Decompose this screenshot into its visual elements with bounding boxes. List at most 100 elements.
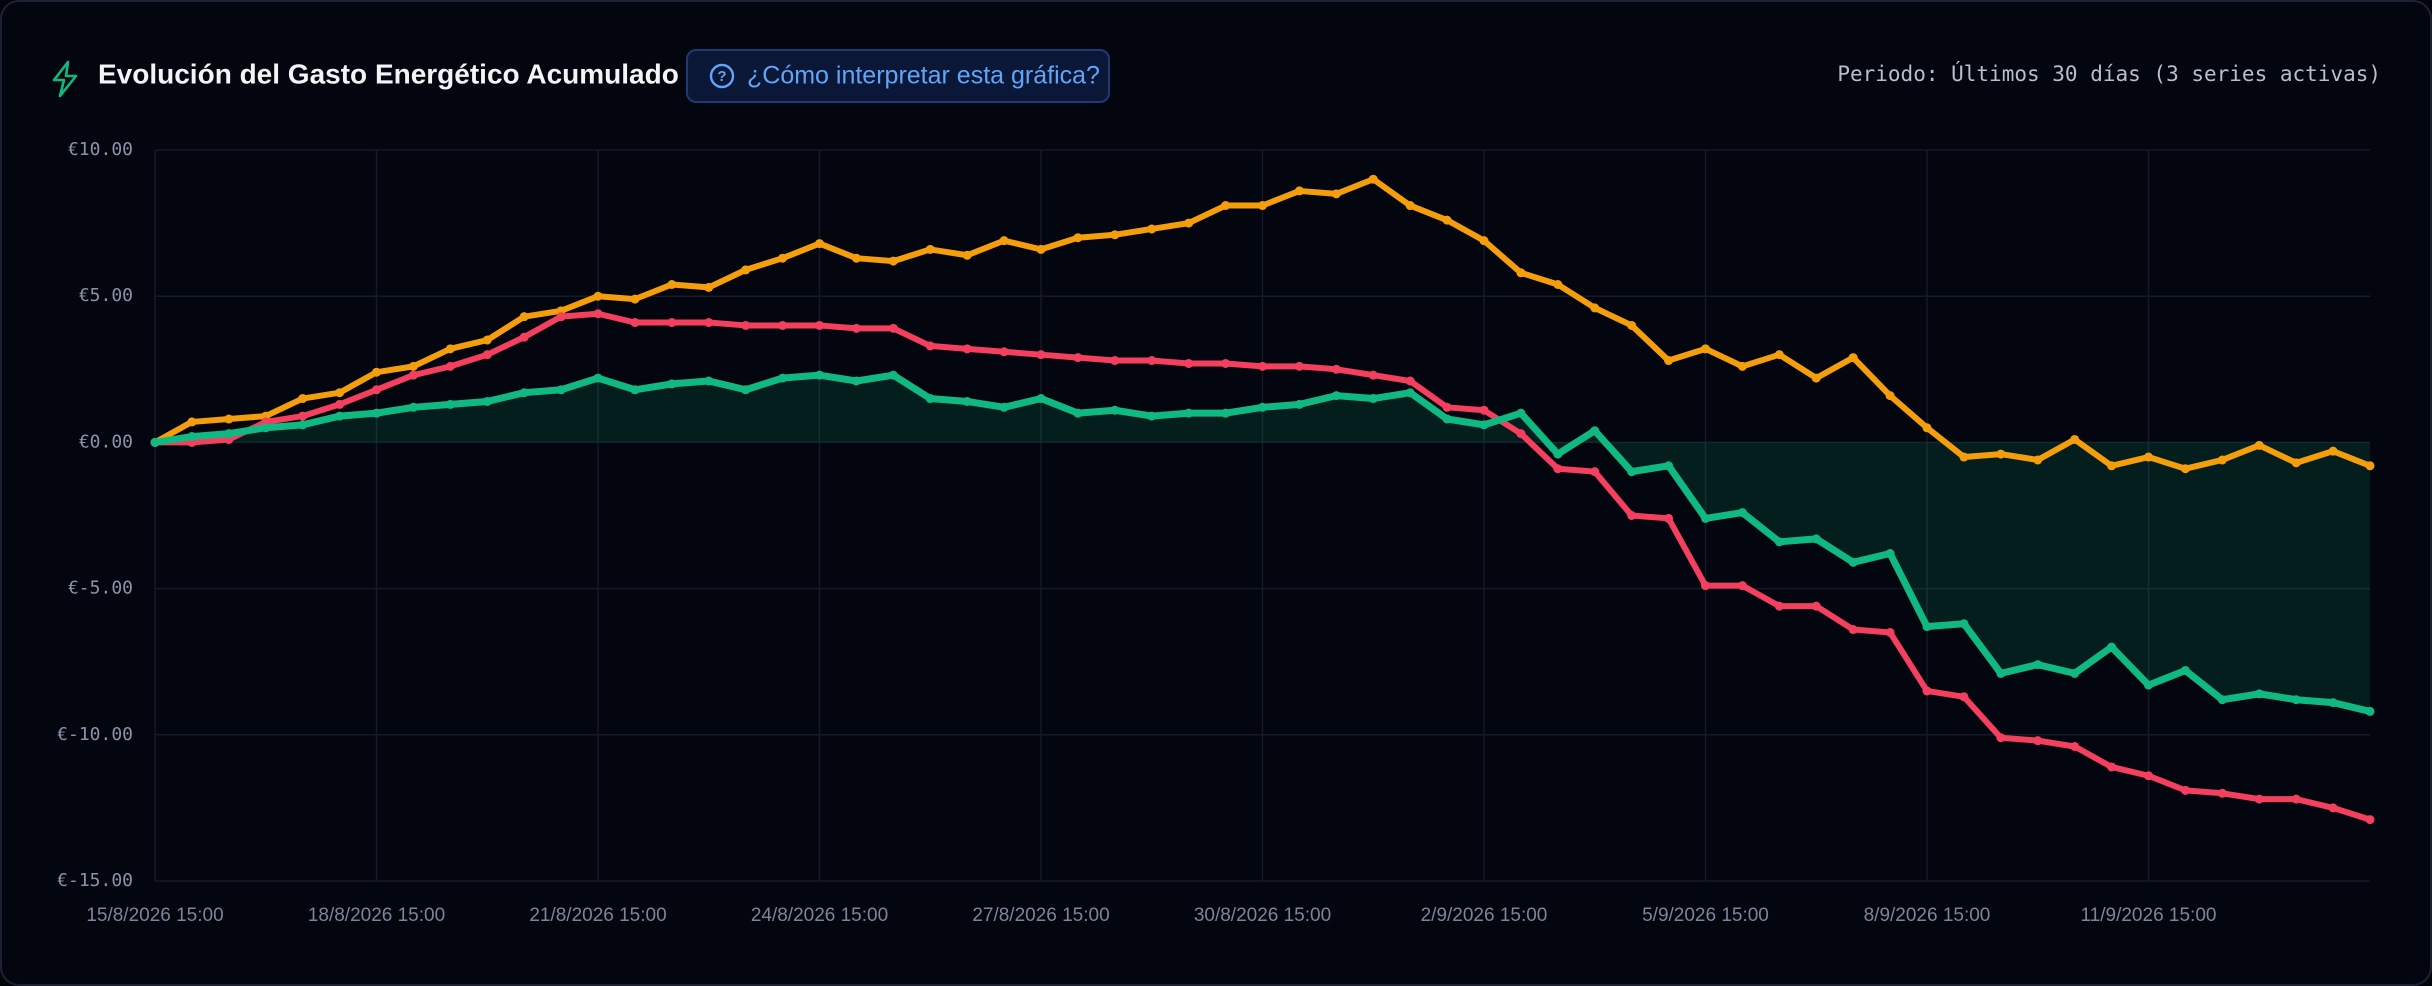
data-point: [1553, 464, 1563, 474]
data-point: [1110, 230, 1120, 240]
data-point: [445, 399, 455, 409]
data-point: [2328, 803, 2338, 813]
data-point: [482, 335, 492, 345]
chart-title: Evolución del Gasto Energético Acumulado: [98, 58, 679, 89]
data-point: [962, 344, 972, 354]
data-point: [1294, 399, 1304, 409]
data-point: [445, 344, 455, 354]
y-tick-label: €-5.00: [68, 578, 133, 599]
data-point: [1996, 668, 2006, 678]
data-point: [2217, 788, 2227, 798]
help-button-frame[interactable]: [686, 49, 1110, 103]
data-point: [1036, 350, 1046, 360]
data-point: [1811, 373, 1821, 383]
data-point: [1885, 391, 1895, 401]
data-point: [1737, 361, 1747, 371]
data-point: [1073, 353, 1083, 363]
help-icon[interactable]: [709, 63, 735, 89]
data-point: [1811, 534, 1821, 544]
data-point: [630, 385, 640, 395]
data-point: [1368, 394, 1378, 404]
data-point: [888, 323, 898, 333]
data-point: [1664, 513, 1674, 523]
data-point: [298, 420, 308, 430]
x-tick-label: 5/9/2026 15:00: [1642, 905, 1769, 926]
data-point: [519, 388, 529, 398]
data-point: [1405, 201, 1415, 211]
data-point: [1479, 420, 1489, 430]
data-point: [1221, 408, 1231, 418]
data-point: [962, 250, 972, 260]
data-point: [2365, 461, 2375, 471]
data-point: [2180, 785, 2190, 795]
data-point: [2180, 665, 2190, 675]
data-point: [482, 350, 492, 360]
bolt-icon: [52, 60, 78, 98]
data-point: [2328, 446, 2338, 456]
data-point: [593, 309, 603, 319]
data-point: [1442, 402, 1452, 412]
data-point: [298, 411, 308, 421]
data-point: [1922, 686, 1932, 696]
data-point: [2180, 464, 2190, 474]
data-point: [2254, 689, 2264, 699]
data-point: [593, 373, 603, 383]
data-point: [1627, 320, 1637, 330]
data-point: [1184, 358, 1194, 368]
data-point: [1996, 733, 2006, 743]
x-tick-label: 8/9/2026 15:00: [1864, 905, 1991, 926]
data-point: [1331, 391, 1341, 401]
data-point: [630, 294, 640, 304]
help-button[interactable]: ? ¿Cómo interpretar esta gráfica?: [686, 49, 1110, 103]
data-point: [2144, 452, 2153, 462]
data-point: [2217, 695, 2227, 705]
data-point: [1258, 402, 1267, 412]
data-point: [1737, 508, 1747, 518]
x-tick-label: 18/8/2026 15:00: [308, 905, 445, 926]
data-point: [630, 318, 640, 328]
data-point: [2070, 434, 2080, 444]
data-point: [2291, 458, 2301, 468]
data-point: [1516, 429, 1526, 439]
data-point: [1590, 467, 1600, 477]
data-point: [1885, 549, 1895, 559]
data-point: [1110, 405, 1120, 415]
data-point: [925, 394, 935, 404]
data-point: [667, 280, 677, 290]
data-point: [704, 318, 714, 328]
data-point: [1996, 449, 2006, 459]
data-point: [1331, 364, 1341, 374]
data-point: [1627, 467, 1637, 477]
data-point: [372, 367, 381, 377]
data-point: [1184, 408, 1194, 418]
data-point: [2365, 706, 2375, 716]
data-point: [1922, 622, 1932, 632]
data-point: [1442, 414, 1452, 424]
data-point: [1442, 215, 1452, 225]
data-point: [2328, 698, 2338, 708]
x-tick-label: 15/8/2026 15:00: [86, 905, 223, 926]
data-point: [1959, 692, 1969, 702]
x-tick-label: 2/9/2026 15:00: [1421, 905, 1548, 926]
y-tick-label: €-15.00: [57, 870, 133, 891]
data-point: [1036, 394, 1046, 404]
data-point: [2291, 794, 2301, 804]
data-point: [556, 385, 566, 395]
data-point: [1848, 557, 1858, 567]
data-point: [667, 318, 677, 328]
data-point: [2033, 455, 2043, 465]
y-tick-label: €0.00: [79, 431, 133, 452]
data-point: [1664, 356, 1674, 366]
data-point: [815, 370, 824, 380]
data-point: [519, 332, 529, 342]
data-point: [519, 312, 529, 322]
data-point: [2144, 680, 2153, 690]
data-point: [999, 236, 1009, 246]
data-point: [1073, 408, 1083, 418]
data-point: [1959, 619, 1969, 629]
data-point: [2107, 762, 2117, 772]
help-icon-mark[interactable]: ?: [717, 68, 726, 85]
data-point: [1147, 411, 1157, 421]
data-point: [1701, 344, 1710, 354]
help-button-label[interactable]: ¿Cómo interpretar esta gráfica?: [747, 62, 1100, 90]
